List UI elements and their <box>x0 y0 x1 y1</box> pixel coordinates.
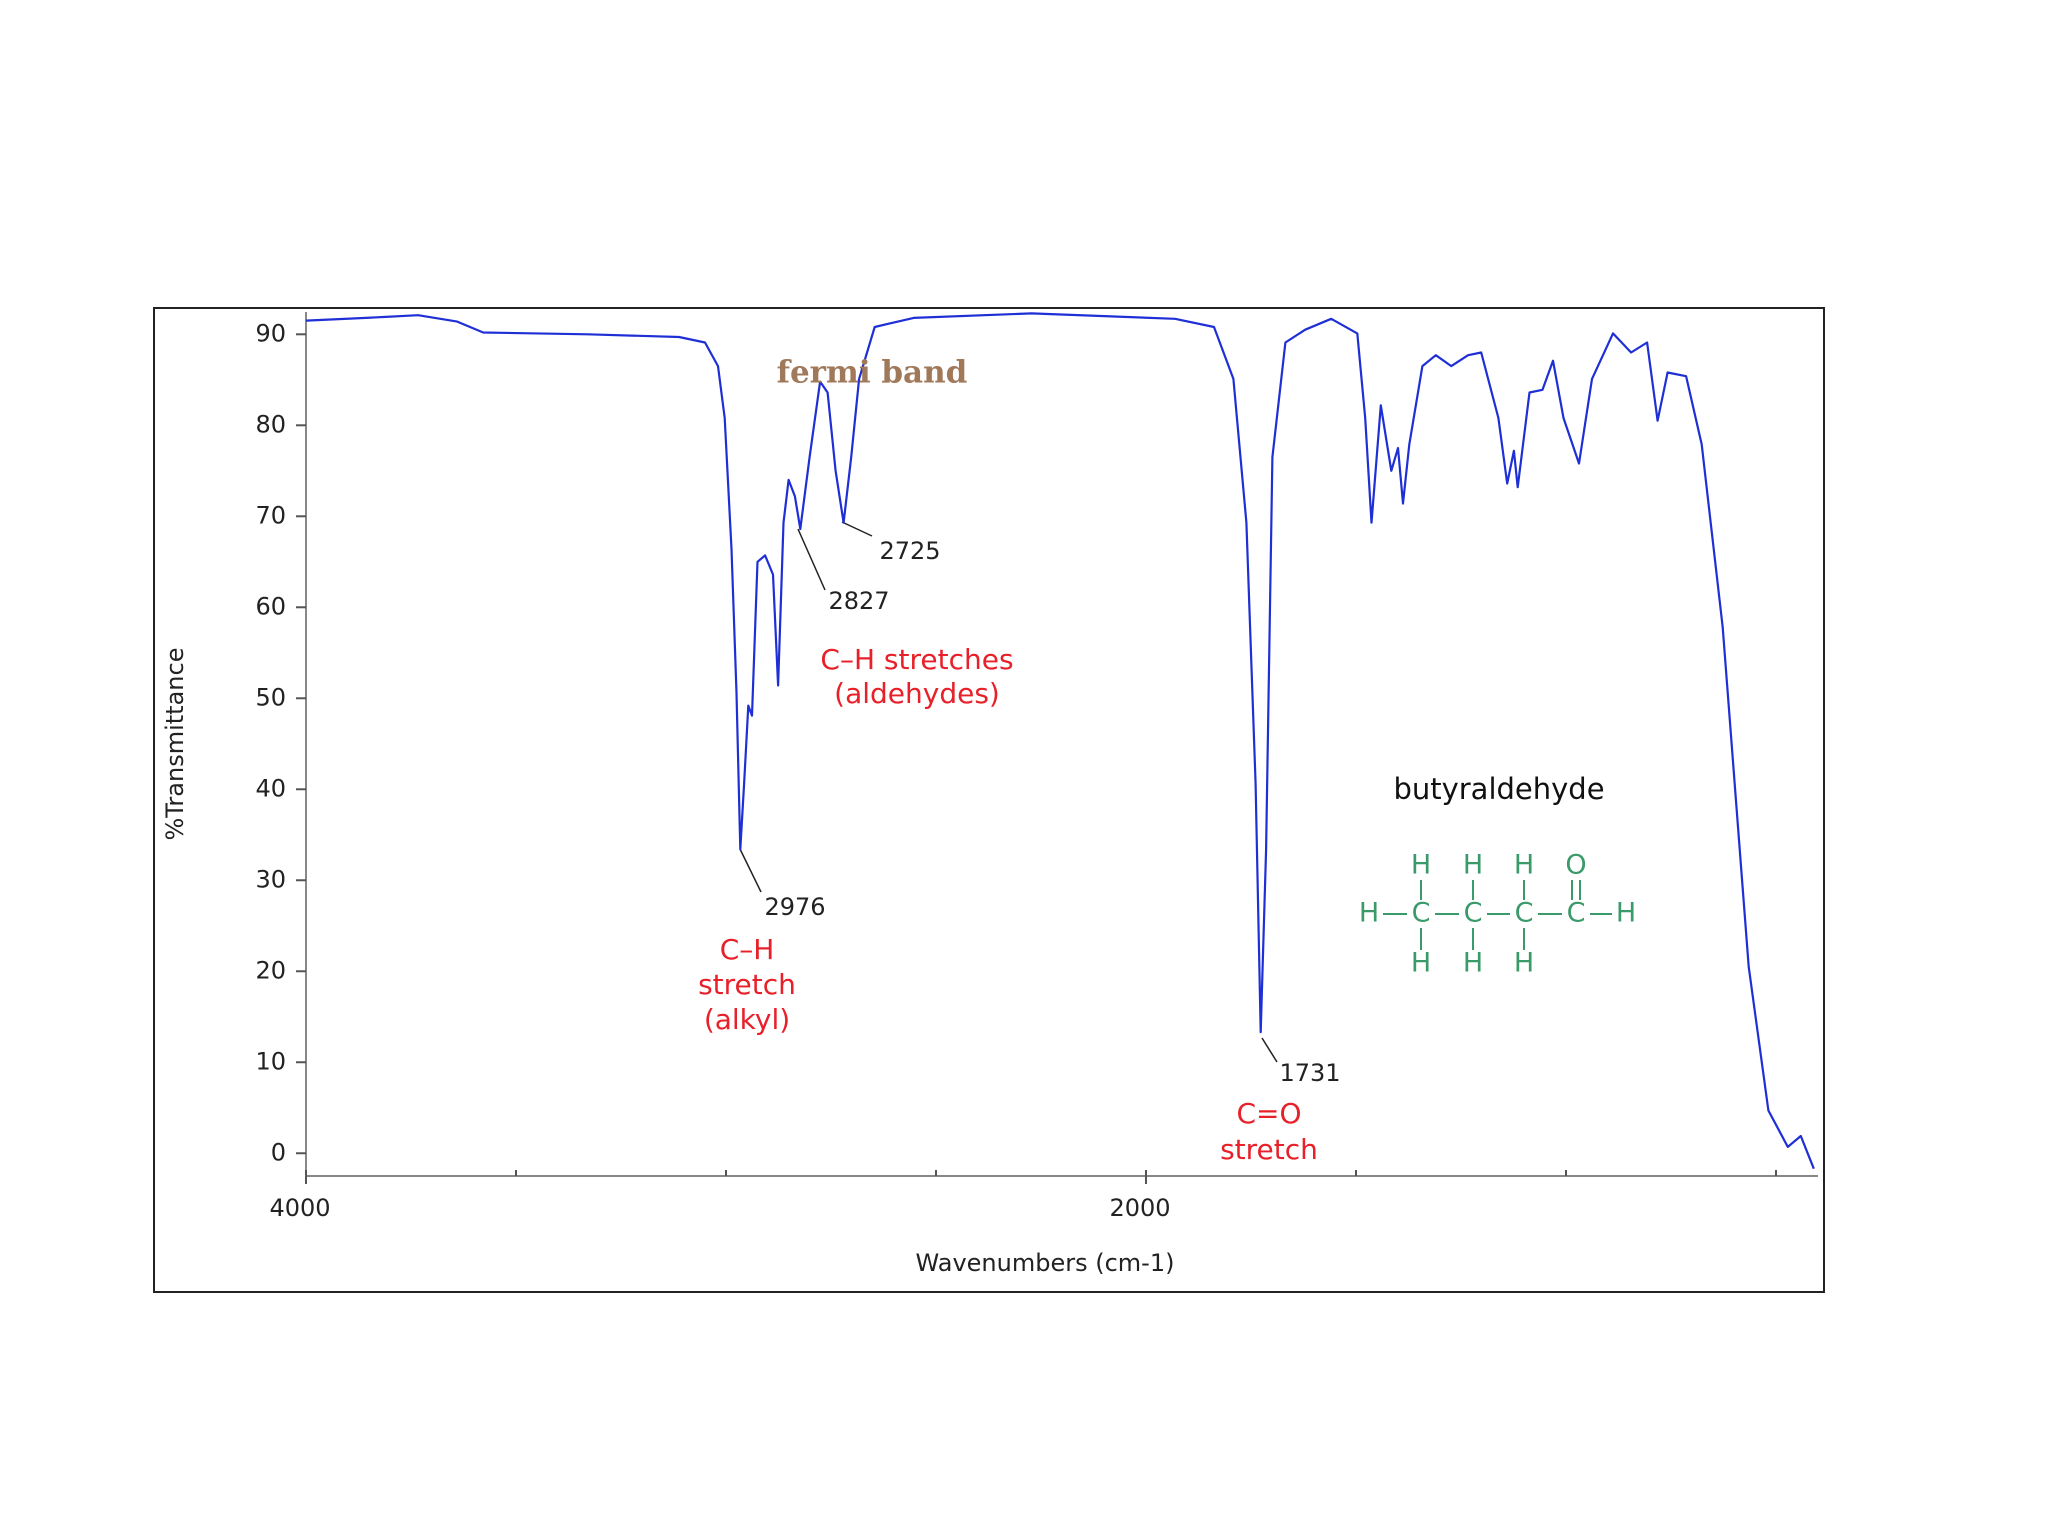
atom: H <box>1411 850 1431 881</box>
atom: C <box>1464 898 1483 929</box>
leader-line <box>797 528 826 591</box>
y-tick-label: 80 <box>255 410 286 438</box>
atom: H <box>1616 898 1636 929</box>
atom: C <box>1567 898 1586 929</box>
atom: H <box>1463 948 1483 979</box>
y-tick-label: 50 <box>255 683 286 711</box>
annotation: butyraldehyde <box>1393 772 1604 806</box>
x-tick-label: 4000 <box>269 1194 330 1222</box>
x-axis-label: Wavenumbers (cm-1) <box>916 1249 1175 1277</box>
y-tick-label: 70 <box>255 501 286 529</box>
atom: H <box>1514 948 1534 979</box>
atom: O <box>1565 850 1586 881</box>
y-tick-label: 0 <box>271 1138 286 1166</box>
annotation: 1731 <box>1279 1059 1340 1087</box>
y-tick-label: 30 <box>255 865 286 893</box>
annotation: (aldehydes) <box>834 677 1000 710</box>
annotation: stretch <box>698 968 796 1001</box>
y-tick-label: 40 <box>255 774 286 802</box>
annotation: 2725 <box>879 537 940 565</box>
annotation: 2827 <box>828 587 889 615</box>
annotation: 2976 <box>764 893 825 921</box>
y-tick-label: 10 <box>255 1047 286 1075</box>
atom: H <box>1463 850 1483 881</box>
spectrum-line <box>305 312 1815 1170</box>
atom: H <box>1359 898 1379 929</box>
fermi-band-label: fermi band <box>777 355 968 391</box>
annotation: stretch <box>1220 1133 1318 1166</box>
leader-line <box>739 848 762 893</box>
atom: H <box>1411 948 1431 979</box>
leader-line <box>1261 1037 1278 1063</box>
annotation: C–H <box>720 933 775 966</box>
atom: H <box>1514 850 1534 881</box>
annotation: (alkyl) <box>704 1003 790 1036</box>
y-tick-label: 90 <box>255 319 286 347</box>
annotation: C=O <box>1236 1097 1301 1130</box>
y-axis-label: %Transmittance <box>161 648 189 841</box>
annotation: C–H stretches <box>820 643 1013 676</box>
y-tick-label: 20 <box>255 956 286 984</box>
leader-lines <box>739 521 1278 1063</box>
atom: C <box>1412 898 1431 929</box>
atom: C <box>1515 898 1534 929</box>
frame <box>153 307 1825 1293</box>
x-tick-label: 2000 <box>1109 1194 1170 1222</box>
y-tick-label: 60 <box>255 592 286 620</box>
bonds <box>1383 880 1612 950</box>
leader-line <box>841 521 873 537</box>
